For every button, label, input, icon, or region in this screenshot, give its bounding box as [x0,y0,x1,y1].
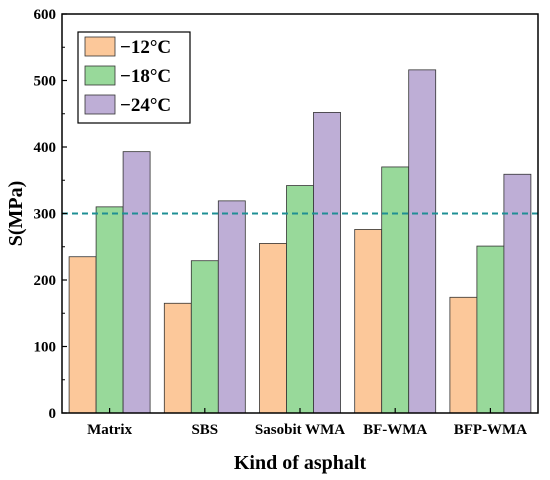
bar [449,296,478,414]
bar [68,256,97,414]
y-tick-label: 300 [34,207,57,223]
bar [313,112,341,414]
x-tick-label: BFP-WMA [454,422,527,438]
bar [217,200,246,414]
bar [503,173,532,414]
bar [476,245,505,414]
y-tick-label: 200 [34,273,57,289]
bar [354,229,383,414]
y-tick-label: 400 [34,140,57,156]
y-axis-title: S(MPa) [5,181,27,247]
y-tick-label: 600 [34,7,57,23]
legend-label: −24°C [120,95,171,116]
bar [259,243,287,414]
y-tick-label: 0 [49,406,57,422]
legend: −12°C −18°C −24°C [77,31,191,124]
y-tick-label: 100 [34,340,57,356]
bar [286,185,314,414]
bar [381,166,410,414]
bar [95,206,124,414]
legend-swatch [84,65,116,86]
bars-group [68,69,532,414]
x-axis-title: Kind of asphalt [234,452,367,474]
legend-label: −18°C [120,66,171,87]
bar [190,260,219,414]
x-tick-label: Matrix [87,422,132,438]
y-tick-label: 500 [34,74,57,90]
x-tick-label: BF-WMA [363,422,427,438]
legend-label: −12°C [120,37,171,58]
x-tick-label: SBS [191,422,218,438]
y-axis: 0 100 200 300 400 500 600 [34,7,67,422]
bar [163,302,192,414]
bar [122,151,151,414]
x-tick-label: Sasobit WMA [255,422,345,438]
legend-swatch [84,36,116,57]
legend-swatch [84,94,116,115]
x-axis: Matrix SBS Sasobit WMA BF-WMA BFP-WMA [87,408,527,438]
bar [408,69,437,414]
